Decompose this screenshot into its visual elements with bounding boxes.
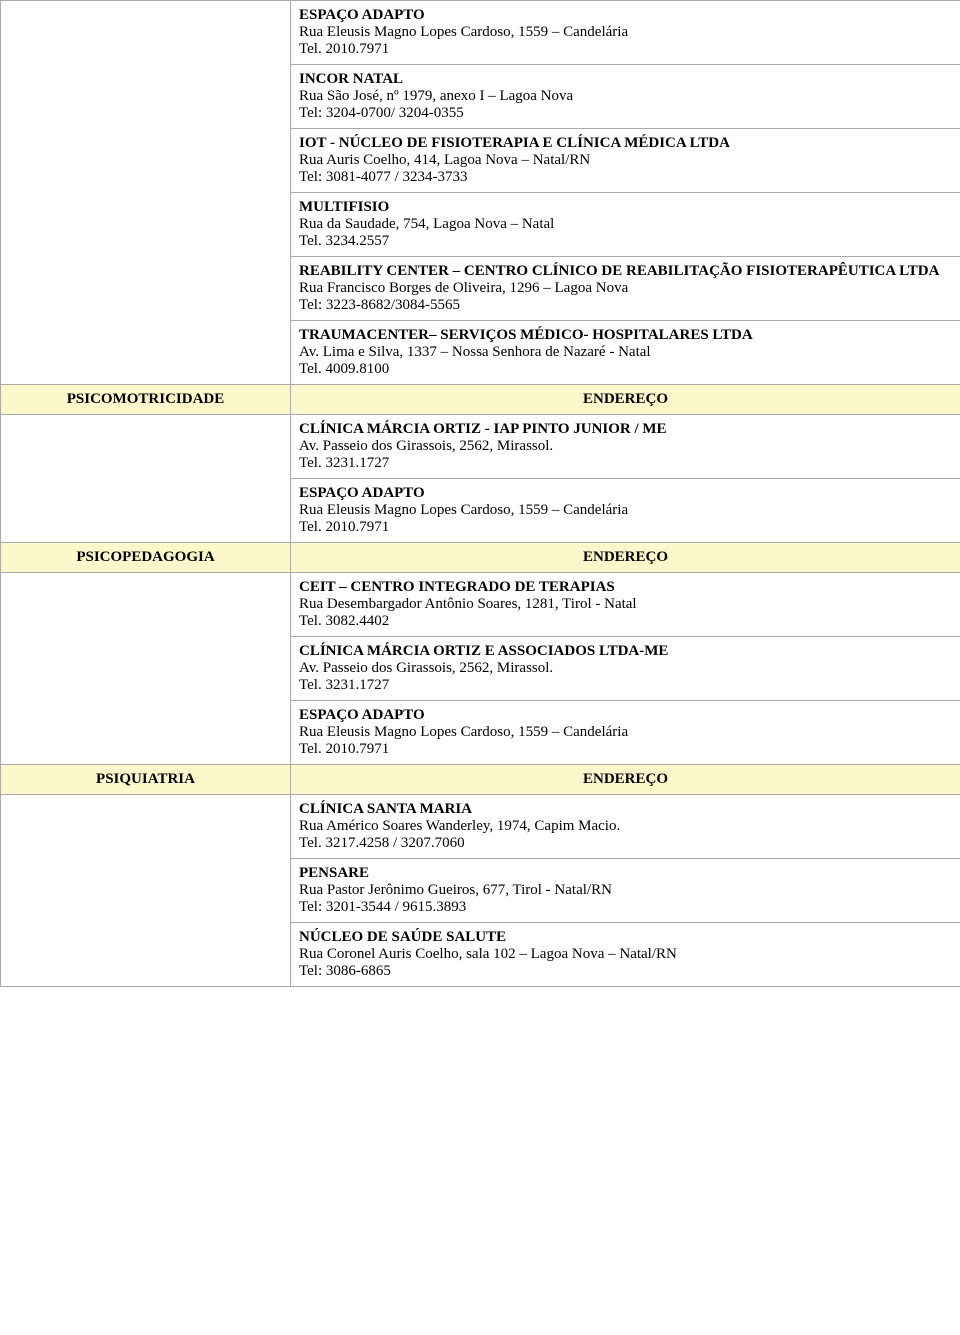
entry-cell: CLÍNICA MÁRCIA ORTIZ - IAP PINTO JUNIOR … <box>291 415 960 479</box>
section-header-left: PSICOPEDAGOGIA <box>1 543 291 573</box>
category-cell-empty <box>1 1 291 385</box>
entry-cell: IOT - NÚCLEO DE FISIOTERAPIA E CLÍNICA M… <box>291 129 960 193</box>
entry-telephone: Tel. 3217.4258 / 3207.7060 <box>299 835 952 852</box>
entry-name: MULTIFISIO <box>299 199 952 216</box>
entry-cell: CLÍNICA SANTA MARIARua Américo Soares Wa… <box>291 795 960 859</box>
entry-name: ESPAÇO ADAPTO <box>299 707 952 724</box>
entry-cell: PENSARERua Pastor Jerônimo Gueiros, 677,… <box>291 859 960 923</box>
entry-address: Av. Passeio dos Girassois, 2562, Mirasso… <box>299 438 952 455</box>
directory-table: ESPAÇO ADAPTORua Eleusis Magno Lopes Car… <box>0 0 960 987</box>
table-row: CEIT – CENTRO INTEGRADO DE TERAPIASRua D… <box>1 573 960 637</box>
entry-name: REABILITY CENTER – CENTRO CLÍNICO DE REA… <box>299 263 952 280</box>
entry-address: Rua Eleusis Magno Lopes Cardoso, 1559 – … <box>299 724 952 741</box>
entry-address: Rua Desembargador Antônio Soares, 1281, … <box>299 596 952 613</box>
category-cell-empty <box>1 573 291 765</box>
entry-telephone: Tel: 3223-8682/3084-5565 <box>299 297 952 314</box>
entry-cell: ESPAÇO ADAPTORua Eleusis Magno Lopes Car… <box>291 1 960 65</box>
entry-name: INCOR NATAL <box>299 71 952 88</box>
entry-telephone: Tel: 3081-4077 / 3234-3733 <box>299 169 952 186</box>
category-cell-empty <box>1 795 291 987</box>
entry-name: CLÍNICA MÁRCIA ORTIZ - IAP PINTO JUNIOR … <box>299 421 952 438</box>
table-row: CLÍNICA MÁRCIA ORTIZ - IAP PINTO JUNIOR … <box>1 415 960 479</box>
entry-name: ESPAÇO ADAPTO <box>299 7 952 24</box>
entry-address: Rua Eleusis Magno Lopes Cardoso, 1559 – … <box>299 24 952 41</box>
entry-cell: TRAUMACENTER– SERVIÇOS MÉDICO- HOSPITALA… <box>291 321 960 385</box>
entry-telephone: Tel. 3082.4402 <box>299 613 952 630</box>
entry-telephone: Tel. 3231.1727 <box>299 455 952 472</box>
entry-cell: INCOR NATALRua São José, nº 1979, anexo … <box>291 65 960 129</box>
entry-name: PENSARE <box>299 865 952 882</box>
entry-cell: CEIT – CENTRO INTEGRADO DE TERAPIASRua D… <box>291 573 960 637</box>
entry-name: CEIT – CENTRO INTEGRADO DE TERAPIAS <box>299 579 952 596</box>
entry-address: Av. Lima e Silva, 1337 – Nossa Senhora d… <box>299 344 952 361</box>
entry-address: Rua da Saudade, 754, Lagoa Nova – Natal <box>299 216 952 233</box>
entry-telephone: Tel. 2010.7971 <box>299 41 952 58</box>
entry-telephone: Tel. 2010.7971 <box>299 519 952 536</box>
entry-cell: NÚCLEO DE SAÚDE SALUTERua Coronel Auris … <box>291 923 960 987</box>
entry-address: Rua Coronel Auris Coelho, sala 102 – Lag… <box>299 946 952 963</box>
entry-telephone: Tel: 3201-3544 / 9615.3893 <box>299 899 952 916</box>
entry-name: IOT - NÚCLEO DE FISIOTERAPIA E CLÍNICA M… <box>299 135 952 152</box>
table-row: ESPAÇO ADAPTORua Eleusis Magno Lopes Car… <box>1 1 960 65</box>
entry-address: Av. Passeio dos Girassois, 2562, Mirasso… <box>299 660 952 677</box>
entry-cell: REABILITY CENTER – CENTRO CLÍNICO DE REA… <box>291 257 960 321</box>
section-header-row: PSIQUIATRIAENDEREÇO <box>1 765 960 795</box>
section-header-right: ENDEREÇO <box>291 385 960 415</box>
entry-telephone: Tel. 3234.2557 <box>299 233 952 250</box>
entry-address: Rua Eleusis Magno Lopes Cardoso, 1559 – … <box>299 502 952 519</box>
entry-cell: MULTIFISIORua da Saudade, 754, Lagoa Nov… <box>291 193 960 257</box>
entry-telephone: Tel. 4009.8100 <box>299 361 952 378</box>
entry-address: Rua Pastor Jerônimo Gueiros, 677, Tirol … <box>299 882 952 899</box>
entry-address: Rua Américo Soares Wanderley, 1974, Capi… <box>299 818 952 835</box>
entry-telephone: Tel. 3231.1727 <box>299 677 952 694</box>
entry-address: Rua Francisco Borges de Oliveira, 1296 –… <box>299 280 952 297</box>
section-header-left: PSIQUIATRIA <box>1 765 291 795</box>
entry-name: CLÍNICA SANTA MARIA <box>299 801 952 818</box>
entry-cell: ESPAÇO ADAPTORua Eleusis Magno Lopes Car… <box>291 479 960 543</box>
section-header-right: ENDEREÇO <box>291 543 960 573</box>
entry-name: NÚCLEO DE SAÚDE SALUTE <box>299 929 952 946</box>
section-header-right: ENDEREÇO <box>291 765 960 795</box>
entry-address: Rua Auris Coelho, 414, Lagoa Nova – Nata… <box>299 152 952 169</box>
entry-cell: CLÍNICA MÁRCIA ORTIZ E ASSOCIADOS LTDA-M… <box>291 637 960 701</box>
entry-name: TRAUMACENTER– SERVIÇOS MÉDICO- HOSPITALA… <box>299 327 952 344</box>
entry-cell: ESPAÇO ADAPTORua Eleusis Magno Lopes Car… <box>291 701 960 765</box>
entry-address: Rua São José, nº 1979, anexo I – Lagoa N… <box>299 88 952 105</box>
section-header-row: PSICOPEDAGOGIAENDEREÇO <box>1 543 960 573</box>
entry-telephone: Tel: 3204-0700/ 3204-0355 <box>299 105 952 122</box>
entry-name: ESPAÇO ADAPTO <box>299 485 952 502</box>
entry-telephone: Tel. 2010.7971 <box>299 741 952 758</box>
entry-name: CLÍNICA MÁRCIA ORTIZ E ASSOCIADOS LTDA-M… <box>299 643 952 660</box>
category-cell-empty <box>1 415 291 543</box>
section-header-left: PSICOMOTRICIDADE <box>1 385 291 415</box>
table-row: CLÍNICA SANTA MARIARua Américo Soares Wa… <box>1 795 960 859</box>
section-header-row: PSICOMOTRICIDADEENDEREÇO <box>1 385 960 415</box>
entry-telephone: Tel: 3086-6865 <box>299 963 952 980</box>
